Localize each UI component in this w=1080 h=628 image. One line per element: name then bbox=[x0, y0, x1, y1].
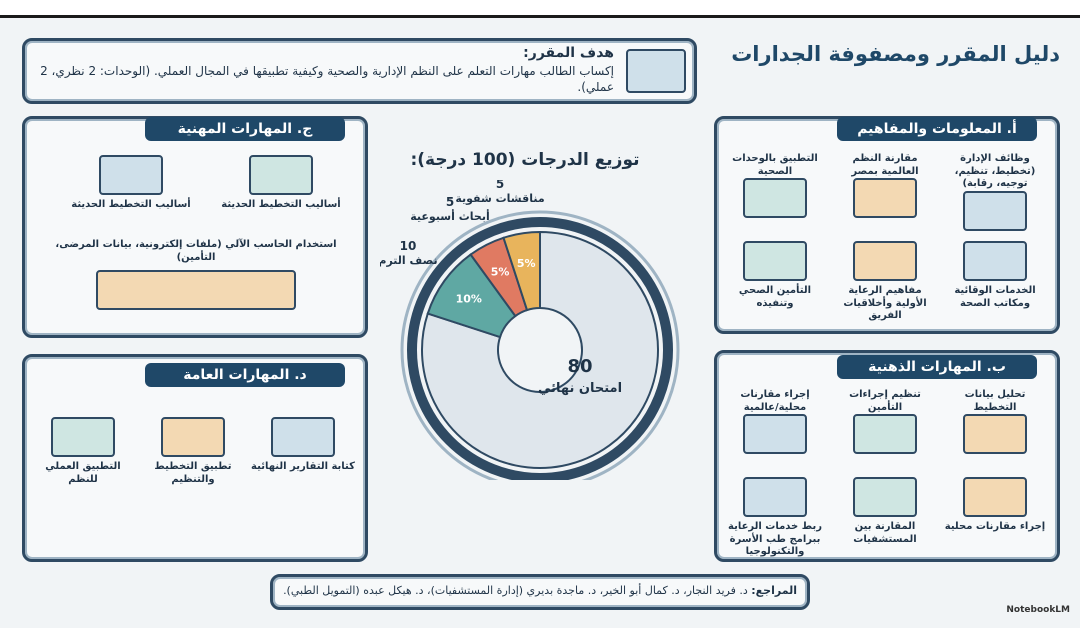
section-item: تنظيم إجراءات التأمين bbox=[833, 389, 937, 458]
references: المراجع: د. فريد النجار، د. كمال أبو الخ… bbox=[277, 584, 797, 597]
item-icon bbox=[743, 241, 807, 281]
references-text: د. فريد النجار، د. كمال أبو الخير، د. ما… bbox=[283, 584, 748, 597]
item-icon bbox=[743, 477, 807, 517]
item-label: تنظيم إجراءات التأمين bbox=[849, 389, 921, 413]
grade-name: نصف الترم bbox=[380, 254, 438, 267]
item-label: التطبيق بالوحدات الصحية bbox=[732, 153, 818, 177]
item-label: المقارنة بين المستشفيات bbox=[853, 521, 917, 545]
section-item: تطبيق التخطيط والتنظيم bbox=[141, 417, 245, 486]
references-title: المراجع: bbox=[751, 584, 797, 597]
page-title: دليل المقرر ومصفوفة الجدارات bbox=[731, 42, 1060, 66]
grade-value: 5 bbox=[496, 180, 504, 191]
item-label: تحليل بيانات التخطيط bbox=[964, 389, 1026, 413]
item-label: كتابة التقارير النهائية bbox=[251, 461, 355, 472]
outer-ring bbox=[400, 210, 680, 480]
section-item: المقارنة بين المستشفيات bbox=[833, 477, 937, 546]
item-label: التأمين الصحي وتنفيذه bbox=[738, 285, 812, 309]
item-label: إجراء مقارنات محلية bbox=[944, 521, 1046, 532]
donut-segment bbox=[421, 230, 659, 469]
item-label: الخدمات الوقائية ومكاتب الصحة bbox=[954, 285, 1036, 309]
grades-title: توزيع الدرجات (100 درجة): bbox=[410, 150, 640, 170]
item-icon bbox=[51, 417, 115, 457]
section-item: التطبيق العملي للنظم bbox=[31, 417, 135, 486]
section-d: د. المهارات العامة كتابة التقارير النهائ… bbox=[22, 354, 368, 562]
section-item: أساليب التخطيط الحديثة bbox=[61, 155, 201, 212]
segment-label: 5% bbox=[491, 266, 510, 279]
segment-label: 5% bbox=[517, 257, 536, 270]
section-item: ربط خدمات الرعاية ببرامج طب الأسرة والتك… bbox=[723, 477, 827, 559]
section-item: التطبيق بالوحدات الصحية bbox=[723, 153, 827, 222]
objective-title: هدف المقرر: bbox=[523, 45, 614, 61]
item-icon bbox=[853, 178, 917, 218]
donut-segment bbox=[502, 230, 541, 312]
section-item: مفاهيم الرعاية الأولية وأخلاقيات الفريق bbox=[833, 241, 937, 323]
outer-ring bbox=[407, 217, 673, 480]
item-label: وظائف الإدارة (تخطيط، تنظيم، توجيه، رقاب… bbox=[954, 153, 1036, 189]
objective-icon bbox=[626, 49, 686, 93]
item-icon bbox=[853, 414, 917, 454]
item-icon bbox=[99, 155, 163, 195]
segment-label: 10% bbox=[456, 292, 482, 305]
item-icon bbox=[963, 477, 1027, 517]
item-label: أساليب التخطيط الحديثة bbox=[71, 199, 191, 210]
grade-value: 10 bbox=[400, 239, 417, 253]
item-icon bbox=[743, 414, 807, 454]
item-icon bbox=[161, 417, 225, 457]
item-icon bbox=[963, 241, 1027, 281]
item-label: التطبيق العملي للنظم bbox=[45, 461, 121, 485]
grade-name: امتحان نهائي bbox=[538, 381, 622, 396]
section-item: أساليب التخطيط الحديثة bbox=[211, 155, 351, 212]
grade-name: أبحاث أسبوعية bbox=[410, 209, 490, 223]
section-item: الخدمات الوقائية ومكاتب الصحة bbox=[943, 241, 1047, 310]
item-icon bbox=[271, 417, 335, 457]
section-item: تحليل بيانات التخطيط bbox=[943, 389, 1047, 458]
objective-box: هدف المقرر: إكساب الطالب مهارات التعلم ع… bbox=[22, 38, 697, 104]
section-item: وظائف الإدارة (تخطيط، تنظيم، توجيه، رقاب… bbox=[943, 153, 1047, 235]
item-label: استخدام الحاسب الآلي (ملفات إلكترونية، ب… bbox=[55, 239, 337, 263]
item-label: مقارنة النظم العالمية بمصر bbox=[851, 153, 919, 177]
section-item: مقارنة النظم العالمية بمصر bbox=[833, 153, 937, 222]
item-icon bbox=[743, 178, 807, 218]
section-title: ب. المهارات الذهنية bbox=[837, 355, 1037, 379]
item-icon bbox=[853, 241, 917, 281]
section-title: د. المهارات العامة bbox=[145, 363, 345, 387]
section-title: ج. المهارات المهنية bbox=[145, 117, 345, 141]
section-a: أ. المعلومات والمفاهيم وظائف الإدارة (تخ… bbox=[714, 116, 1060, 334]
item-label: ربط خدمات الرعاية ببرامج طب الأسرة والتك… bbox=[728, 521, 822, 557]
section-item: إجراء مقارنات محلية/عالمية bbox=[723, 389, 827, 458]
item-icon bbox=[963, 414, 1027, 454]
section-item: كتابة التقارير النهائية bbox=[251, 417, 355, 474]
item-icon bbox=[96, 270, 296, 310]
grade-value: 80 bbox=[567, 356, 592, 377]
section-item: التأمين الصحي وتنفيذه bbox=[723, 241, 827, 310]
grade-name: مناقشات شفوية bbox=[455, 192, 544, 205]
item-label: أساليب التخطيط الحديثة bbox=[221, 199, 341, 210]
item-label: إجراء مقارنات محلية/عالمية bbox=[740, 389, 810, 413]
objective-text: إكساب الطالب مهارات التعلم على النظم الإ… bbox=[40, 64, 614, 95]
item-icon bbox=[249, 155, 313, 195]
item-label: مفاهيم الرعاية الأولية وأخلاقيات الفريق bbox=[843, 285, 927, 321]
item-icon bbox=[963, 190, 1027, 231]
references-box: المراجع: د. فريد النجار، د. كمال أبو الخ… bbox=[270, 574, 810, 610]
section-c: ج. المهارات المهنية أساليب التخطيط الحدي… bbox=[22, 116, 368, 338]
top-bar bbox=[0, 0, 1080, 18]
section-item: إجراء مقارنات محلية bbox=[943, 477, 1047, 534]
section-b: ب. المهارات الذهنية تحليل بيانات التخطيط… bbox=[714, 350, 1060, 562]
item-icon bbox=[853, 477, 917, 517]
section-title: أ. المعلومات والمفاهيم bbox=[837, 117, 1037, 141]
grade-value: 5 bbox=[446, 195, 454, 209]
brand: NotebookLM bbox=[1006, 605, 1070, 615]
section-item: استخدام الحاسب الآلي (ملفات إلكترونية، ب… bbox=[41, 239, 351, 314]
item-label: تطبيق التخطيط والتنظيم bbox=[154, 461, 232, 485]
